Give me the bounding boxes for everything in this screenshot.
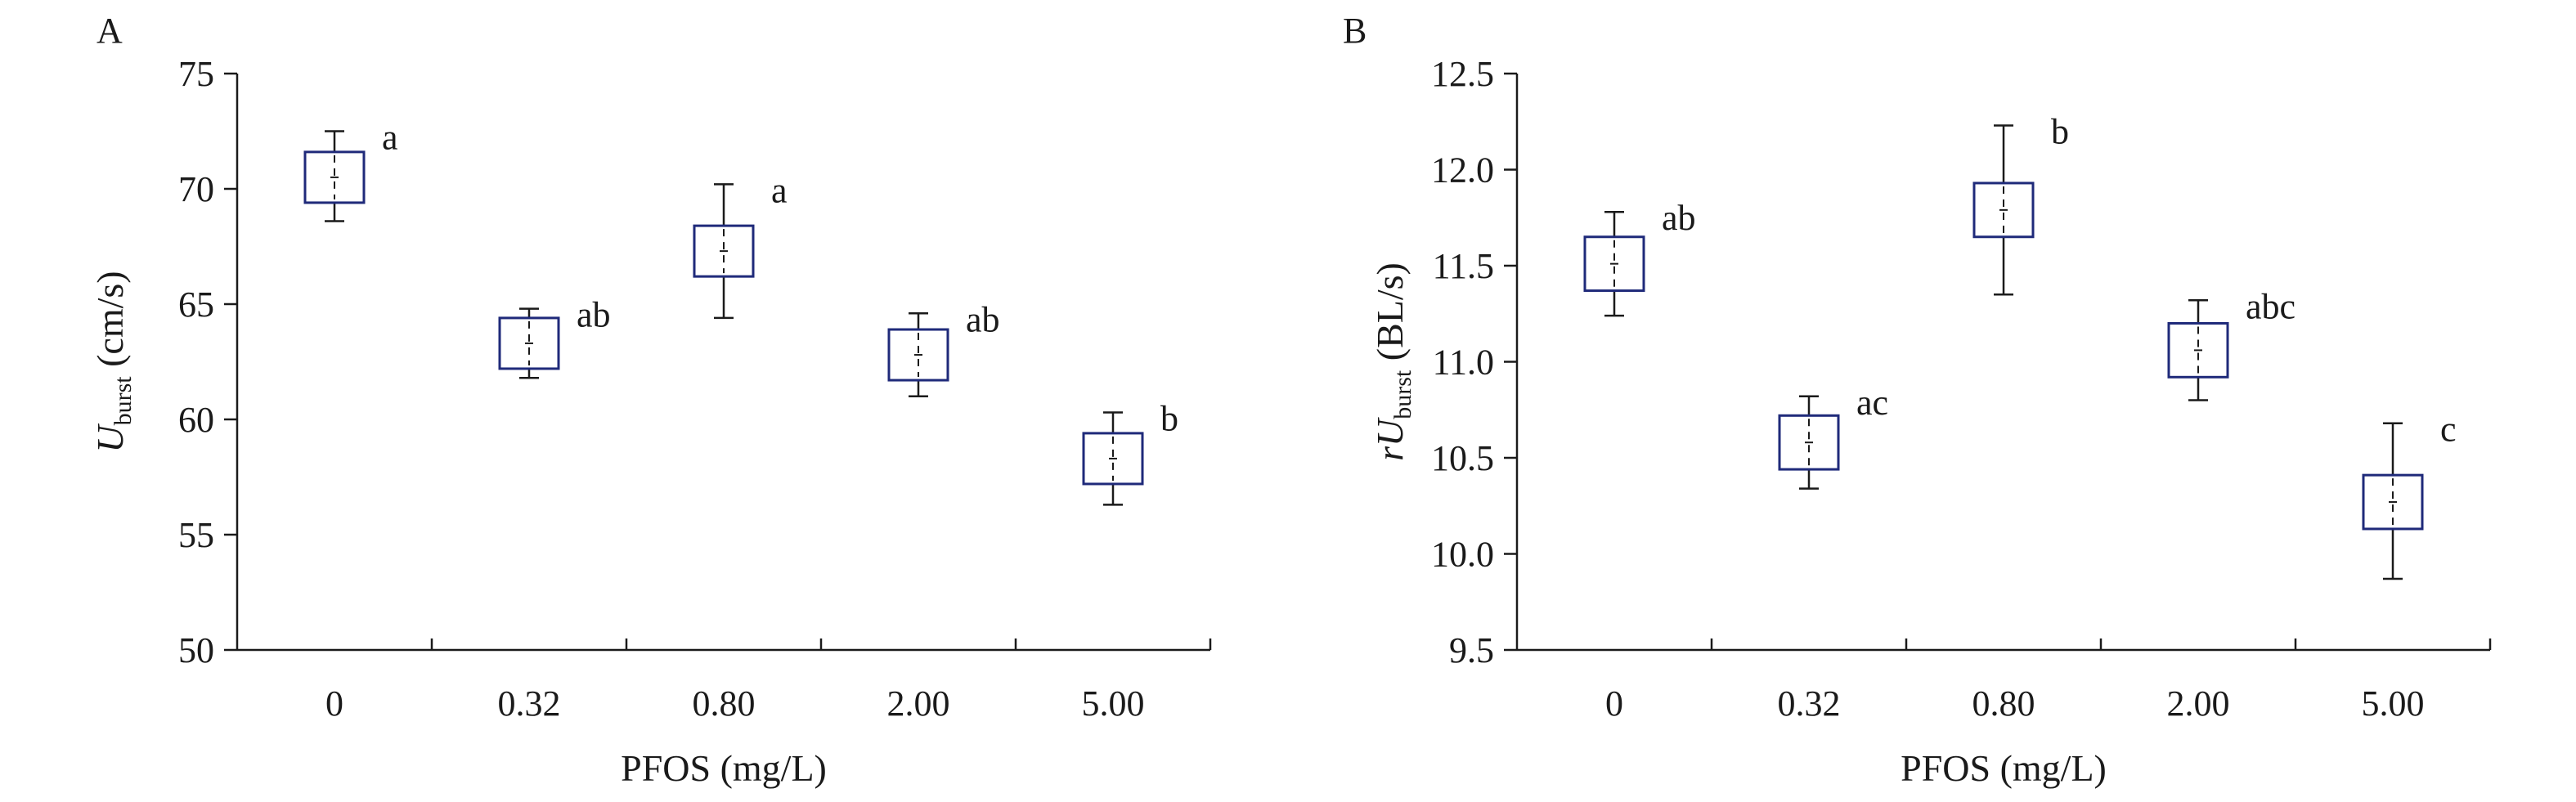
- y-tick-label: 60: [178, 400, 214, 440]
- chart-panel-a: A 50 55 60 65 70 75 0 0.32 0.80 2.00 5.00 PFOS (mg/L…: [89, 11, 1212, 789]
- significance-letter: b: [2051, 111, 2069, 151]
- y-tick-label: 10.5: [1431, 438, 1494, 478]
- x-tick-label: 5.00: [2362, 683, 2425, 724]
- x-axis-title: PFOS (mg/L): [621, 747, 827, 789]
- y-tick-label: 11.0: [1433, 343, 1494, 383]
- significance-letter: ab: [577, 295, 611, 335]
- y-tick-label: 11.5: [1433, 246, 1494, 286]
- x-tick-label: 0: [1605, 683, 1623, 724]
- x-tick-label: 2.00: [887, 683, 950, 724]
- y-tick-label: 75: [178, 54, 214, 94]
- y-axis-title-subscript: burst: [1389, 370, 1416, 419]
- y-axis-title-main: U: [89, 423, 131, 453]
- x-axis-title: PFOS (mg/L): [1901, 747, 2107, 789]
- significance-letter: a: [771, 170, 788, 210]
- y-axis-title-unit: (cm/s): [89, 271, 131, 376]
- significance-letter: ab: [1662, 198, 1696, 238]
- y-tick-label: 50: [178, 630, 214, 670]
- y-tick-label: 10.0: [1431, 535, 1494, 575]
- y-axis-title-prefix: r: [1369, 446, 1411, 461]
- y-tick-label: 65: [178, 285, 214, 325]
- significance-letter: b: [1160, 399, 1178, 439]
- y-axis-title: rUburst (BL/s): [1369, 262, 1416, 461]
- y-axis-title-unit: (BL/s): [1369, 262, 1411, 370]
- significance-letter: a: [382, 118, 398, 158]
- panel-label: A: [96, 11, 123, 51]
- y-tick-label: 9.5: [1449, 630, 1494, 670]
- y-tick-label: 12.0: [1431, 150, 1494, 190]
- significance-letter: c: [2440, 410, 2457, 450]
- x-tick-label: 0.80: [1972, 683, 2035, 724]
- panel-label: B: [1343, 11, 1367, 51]
- x-tick-label: 2.00: [2167, 683, 2230, 724]
- x-tick-label: 5.00: [1082, 683, 1145, 724]
- significance-letter: abc: [2246, 286, 2296, 326]
- y-tick-label: 55: [178, 515, 214, 555]
- x-tick-label: 0.80: [693, 683, 756, 724]
- x-tick-label: 0.32: [498, 683, 561, 724]
- y-tick-label: 70: [178, 169, 214, 209]
- y-tick-label: 12.5: [1431, 54, 1494, 94]
- y-axis-title: Uburst (cm/s): [89, 271, 137, 452]
- x-tick-label: 0: [325, 683, 343, 724]
- chart-panel-b: B 9.5 10.0 10.5 11.0 11.5 12.0 12.5 0 0.32 0.80 2.0…: [1343, 11, 2492, 789]
- y-axis-title-subscript: burst: [110, 376, 137, 426]
- significance-letter: ab: [966, 299, 1000, 339]
- y-axis-title-main: U: [1369, 417, 1411, 446]
- x-tick-label: 0.32: [1778, 683, 1841, 724]
- significance-letter: ac: [1856, 383, 1888, 423]
